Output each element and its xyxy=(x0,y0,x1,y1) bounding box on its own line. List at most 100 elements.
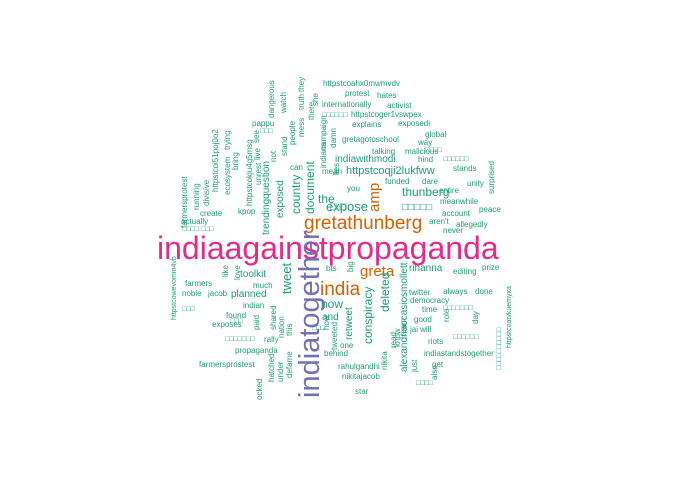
word: propaganda xyxy=(235,346,278,355)
word: aren't xyxy=(429,217,449,226)
word: explains xyxy=(352,120,382,129)
glyph-placeholder: □□□□□□ xyxy=(443,156,469,163)
word: bring xyxy=(231,152,240,170)
word: mess xyxy=(297,117,306,137)
word: can xyxy=(290,163,303,172)
word: just xyxy=(410,359,419,372)
word: tweeted xyxy=(330,321,339,350)
word: entire xyxy=(439,186,460,195)
word: divisive xyxy=(202,179,211,206)
word: unrest xyxy=(254,162,263,185)
word: kpop xyxy=(238,207,256,216)
word: they xyxy=(297,76,306,92)
word: riots xyxy=(428,337,444,346)
glyph-placeholder: □□□□ □□□ xyxy=(182,226,214,233)
word: indiastandstogether xyxy=(424,349,494,358)
word: indiatogether xyxy=(294,230,326,398)
word: like xyxy=(221,264,230,277)
word: talking xyxy=(372,147,396,156)
word: tweet xyxy=(279,262,294,294)
word: running xyxy=(192,183,201,210)
word: ocked xyxy=(255,378,264,400)
word: live xyxy=(253,147,262,160)
word: malicious xyxy=(405,147,439,156)
word: pappu xyxy=(252,119,275,128)
glyph-placeholder: □ □ xyxy=(330,201,347,213)
word: farmers xyxy=(185,279,213,288)
word: love xyxy=(233,265,242,280)
word: peace xyxy=(479,205,501,214)
glyph-placeholder: □□□□□□□ xyxy=(443,305,473,312)
word: dare xyxy=(422,177,439,186)
word: twitter xyxy=(409,288,431,297)
word: noble xyxy=(182,289,202,298)
word: amp xyxy=(366,182,383,212)
word: hatched xyxy=(267,353,276,382)
word: nikitajacob xyxy=(342,372,380,381)
word: document xyxy=(303,161,317,214)
word: will xyxy=(420,325,432,334)
glyph-placeholder: □□□ xyxy=(230,318,243,325)
word: never xyxy=(443,226,464,235)
word: create xyxy=(200,209,223,218)
word: time xyxy=(422,305,438,314)
glyph-placeholder: □□□□□□□ xyxy=(225,336,255,343)
glyph-placeholder: □□□□ xyxy=(416,380,433,387)
word: ecosystem xyxy=(223,156,232,195)
word: dangerous xyxy=(267,80,276,118)
glyph-placeholder: □□□ xyxy=(260,128,273,135)
word: you xyxy=(347,184,360,193)
glyph-placeholder: □□□□□□ xyxy=(322,112,348,119)
word: prize xyxy=(482,263,500,272)
word: much xyxy=(253,281,273,290)
word: way xyxy=(418,138,433,147)
word: farmersprostest xyxy=(199,360,255,369)
word: meanwhile xyxy=(440,197,479,206)
word: bts xyxy=(326,264,337,273)
word: httpstcoatvkuemyxa xyxy=(506,286,513,348)
word: now xyxy=(321,297,344,311)
word: know xyxy=(393,328,402,347)
word: under xyxy=(276,361,285,382)
word: thunberg xyxy=(402,185,450,199)
word: deleted xyxy=(378,272,392,312)
word: internationally xyxy=(322,100,372,109)
word: mean xyxy=(322,167,343,176)
word: day xyxy=(471,311,480,324)
word: trendingquestion xyxy=(261,161,272,235)
word: httpstcoger1vswpex xyxy=(351,110,422,119)
word: indian xyxy=(243,301,265,310)
word: defame xyxy=(285,351,294,378)
word: exposedi xyxy=(398,119,431,128)
word: retweet xyxy=(344,307,355,340)
word: country xyxy=(289,174,303,214)
word: also xyxy=(430,365,439,380)
word: not xyxy=(269,150,278,162)
word: surprised xyxy=(487,161,496,194)
word: people xyxy=(288,120,297,145)
word: funded xyxy=(385,177,410,186)
word: httpstcowevomm4vb xyxy=(171,256,178,320)
word: truth xyxy=(297,93,306,110)
word: there xyxy=(307,101,316,120)
word: unity xyxy=(467,179,484,188)
word: indiaagainstpropaganda xyxy=(157,230,499,266)
glyph-placeholder: □□□□□□□□□□ xyxy=(496,327,503,370)
word: httpstcoqji2lukfww xyxy=(346,165,435,177)
word: star xyxy=(355,387,369,396)
word: trying xyxy=(223,130,232,150)
word: found xyxy=(226,311,247,320)
glyph-placeholder: □□□□ xyxy=(425,147,442,154)
word: toolkit xyxy=(240,269,267,280)
word: lies xyxy=(332,162,341,175)
word: nikita xyxy=(380,351,389,370)
word: jacob xyxy=(208,289,228,298)
word: get xyxy=(432,360,444,369)
glyph-placeholder: □□□□□ xyxy=(402,202,433,213)
glyph-placeholder: □□□ xyxy=(312,325,325,332)
word: jai xyxy=(410,325,419,334)
word: paid xyxy=(252,314,261,330)
word: stand xyxy=(280,136,289,156)
word: protest xyxy=(345,89,370,98)
